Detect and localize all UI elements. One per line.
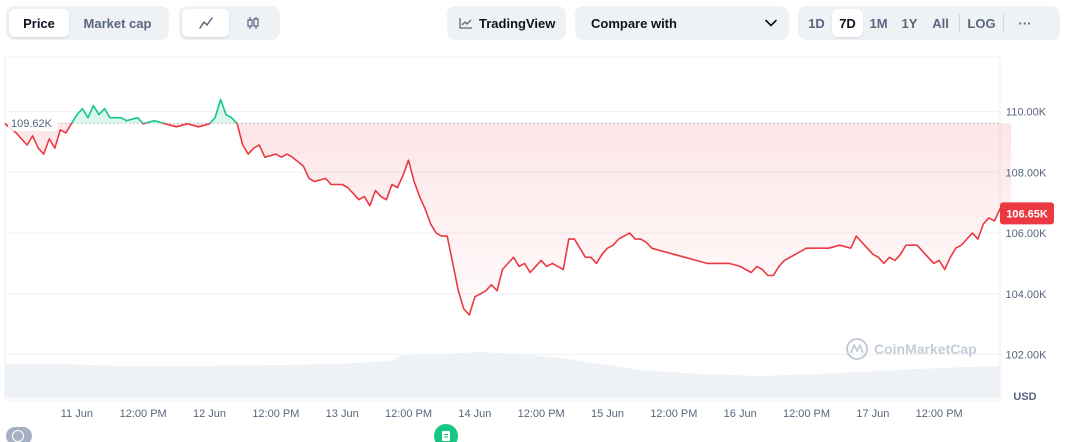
range-divider [1003, 14, 1004, 32]
x-tick-label: 12:00 PM [783, 408, 830, 420]
range-1d[interactable]: 1D [808, 15, 825, 31]
current-price-value: 106.65K [1006, 208, 1048, 220]
x-tick-label: 12:00 PM [252, 408, 299, 420]
price-area-below-baseline [5, 123, 1012, 315]
time-range-selector: 1D 7D 1M 1Y All LOG ··· [798, 6, 1060, 40]
line-chart-icon [198, 17, 213, 29]
currency-unit: USD [1013, 391, 1036, 403]
x-tick-label: 13 Jun [326, 408, 359, 420]
x-tick-label: 17 Jun [856, 408, 889, 420]
range-all[interactable]: All [932, 15, 949, 31]
x-tick-label: 15 Jun [591, 408, 624, 420]
x-tick-label: 12:00 PM [385, 408, 432, 420]
candlestick-icon [246, 17, 259, 29]
current-price-tag: 106.65K [1000, 202, 1054, 225]
log-scale-button[interactable]: LOG [967, 15, 996, 31]
compare-label: Compare with [591, 15, 677, 31]
x-axis: 11 Jun 12:00 PM 12 Jun 12:00 PM 13 Jun 12:00 … [61, 408, 963, 420]
line-chart-button[interactable] [182, 9, 229, 37]
baseline-label: 109.62K [8, 115, 58, 132]
price-tab[interactable]: Price [9, 9, 69, 37]
tradingview-label: TradingView [479, 15, 556, 31]
compare-with-dropdown[interactable]: Compare with [575, 6, 789, 40]
coinmarketcap-logo-icon [846, 338, 868, 360]
y-tick-label: 110.00K [1006, 107, 1047, 119]
chart-toolbar: Price Market cap TradingView Compare wit… [0, 0, 1068, 46]
x-tick-label: 12 Jun [193, 408, 226, 420]
price-line-below-baseline [4, 123, 1012, 316]
range-divider [959, 14, 960, 32]
y-tick-label: 106.00K [1006, 228, 1048, 240]
x-tick-label: 14 Jun [458, 408, 491, 420]
y-tick-label: 104.00K [1006, 289, 1048, 301]
range-7d[interactable]: 7D [832, 9, 863, 37]
y-tick-label: 102.00K [1006, 349, 1048, 361]
plot-frame [4, 56, 1001, 401]
coinmarketcap-watermark: CoinMarketCap [846, 338, 977, 360]
y-axis: 110.00K 108.00K 106.00K 104.00K 102.00K [1006, 107, 1048, 362]
chevron-down-icon [765, 19, 777, 27]
chart-style-toggle [179, 6, 280, 40]
more-options-button[interactable]: ··· [1018, 15, 1032, 31]
market-cap-tab[interactable]: Market cap [83, 15, 152, 31]
chart-type-toggle: Price Market cap [6, 6, 169, 40]
y-tick-label: 108.00K [1006, 167, 1048, 179]
watermark-text: CoinMarketCap [874, 341, 977, 357]
eye-badge[interactable] [6, 427, 32, 442]
document-icon [442, 431, 450, 441]
tradingview-icon [459, 18, 472, 29]
x-tick-label: 12:00 PM [916, 408, 963, 420]
candlestick-chart-button[interactable] [229, 9, 276, 37]
volume-area [5, 352, 1000, 398]
news-marker[interactable] [434, 424, 458, 442]
x-tick-label: 11 Jun [61, 408, 93, 420]
x-tick-label: 12:00 PM [120, 408, 167, 420]
x-tick-label: 12:00 PM [518, 408, 565, 420]
tradingview-button[interactable]: TradingView [447, 6, 566, 40]
x-tick-label: 16 Jun [724, 408, 757, 420]
range-1m[interactable]: 1M [869, 15, 888, 31]
baseline-value: 109.62K [11, 118, 53, 130]
range-1y[interactable]: 1Y [901, 15, 918, 31]
x-tick-label: 12:00 PM [650, 408, 697, 420]
eye-icon [12, 430, 24, 442]
